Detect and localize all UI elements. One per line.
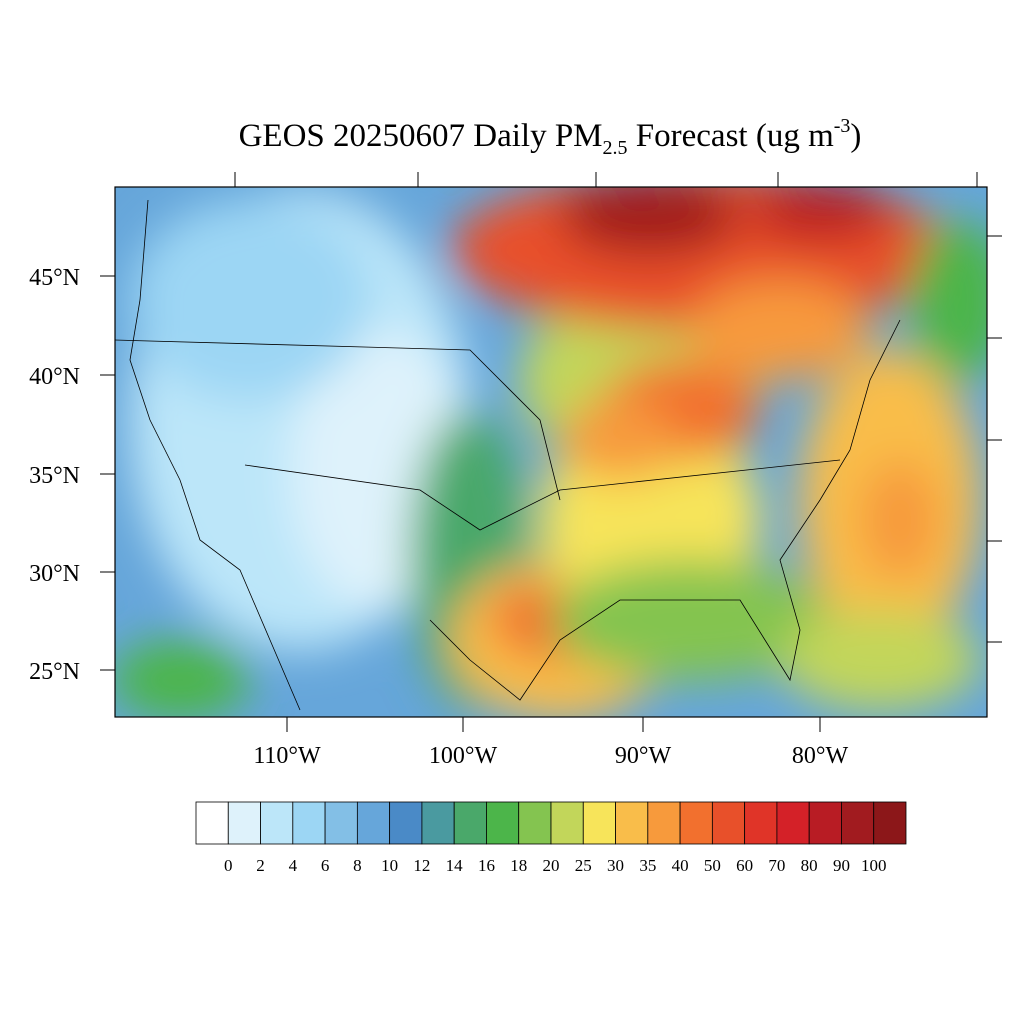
colorbar-label: 12 — [413, 856, 430, 875]
colorbar: 0 2 4 6 8 10 12 14 16 18 20 25 30 35 40 50 60 70 80 90 100 — [195, 801, 907, 875]
colorbar-label: 8 — [353, 856, 362, 875]
colorbar-label: 50 — [704, 856, 721, 875]
colorbar-box — [227, 801, 261, 845]
colorbar-label: 100 — [861, 856, 887, 875]
colorbar-box — [518, 801, 552, 845]
lat-label: 40°N — [29, 364, 80, 390]
colorbar-label: 60 — [736, 856, 753, 875]
title: GEOS 20250607 Daily PM2.5 Forecast (ug m… — [239, 115, 862, 159]
colorbar-box — [582, 801, 616, 845]
colorbar-label: 40 — [672, 856, 689, 875]
map-frame — [114, 186, 988, 718]
colorbar-box — [550, 801, 584, 845]
colorbar-box — [873, 801, 907, 845]
concentration-field — [115, 187, 987, 717]
colorbar-box — [356, 801, 391, 845]
colorbar-label: 14 — [446, 856, 464, 875]
colorbar-box — [711, 801, 746, 845]
colorbar-label: 70 — [768, 856, 785, 875]
axes: 45°N 40°N 35°N 30°N 25°N 110°W 100°W 90°W 80°W — [29, 172, 1002, 769]
colorbar-box — [324, 801, 358, 845]
title-end: ) — [850, 118, 861, 154]
colorbar-label: 6 — [321, 856, 330, 875]
colorbar-label: 16 — [478, 856, 495, 875]
colorbar-box — [808, 801, 842, 845]
colorbar-box — [486, 801, 520, 845]
title-main: GEOS 20250607 Daily PM — [239, 118, 603, 154]
colorbar-label: 10 — [381, 856, 398, 875]
colorbar-box — [195, 801, 229, 845]
colorbar-label: 30 — [607, 856, 624, 875]
colorbar-box — [292, 801, 326, 845]
coastlines — [115, 199, 901, 711]
colorbar-box — [776, 801, 810, 845]
field-blobs — [115, 187, 987, 717]
lon-label: 90°W — [615, 743, 672, 769]
lat-label: 30°N — [29, 561, 80, 587]
colorbar-box — [647, 801, 681, 845]
colorbar-box — [615, 801, 649, 845]
lat-label: 45°N — [29, 265, 80, 291]
lat-label: 25°N — [29, 659, 80, 685]
colorbar-label: 80 — [801, 856, 818, 875]
lon-label: 100°W — [429, 743, 498, 769]
title-subscript: 2.5 — [603, 137, 628, 159]
title-superscript: -3 — [834, 115, 851, 137]
colorbar-box — [841, 801, 875, 845]
colorbar-box — [421, 801, 455, 845]
colorbar-label: 25 — [575, 856, 592, 875]
colorbar-label: 20 — [543, 856, 560, 875]
title-rest: Forecast (ug m — [628, 118, 835, 154]
lat-label: 35°N — [29, 463, 80, 489]
colorbar-box — [260, 801, 294, 845]
colorbar-box — [679, 801, 713, 845]
colorbar-label: 90 — [833, 856, 850, 875]
colorbar-box — [389, 801, 423, 845]
colorbar-box — [744, 801, 778, 845]
colorbar-label: 0 — [224, 856, 233, 875]
colorbar-label: 2 — [256, 856, 265, 875]
colorbar-label: 4 — [289, 856, 298, 875]
lon-label: 80°W — [792, 743, 849, 769]
colorbar-label: 18 — [510, 856, 527, 875]
colorbar-label: 35 — [639, 856, 656, 875]
lon-label: 110°W — [253, 743, 321, 769]
colorbar-box — [453, 801, 487, 845]
